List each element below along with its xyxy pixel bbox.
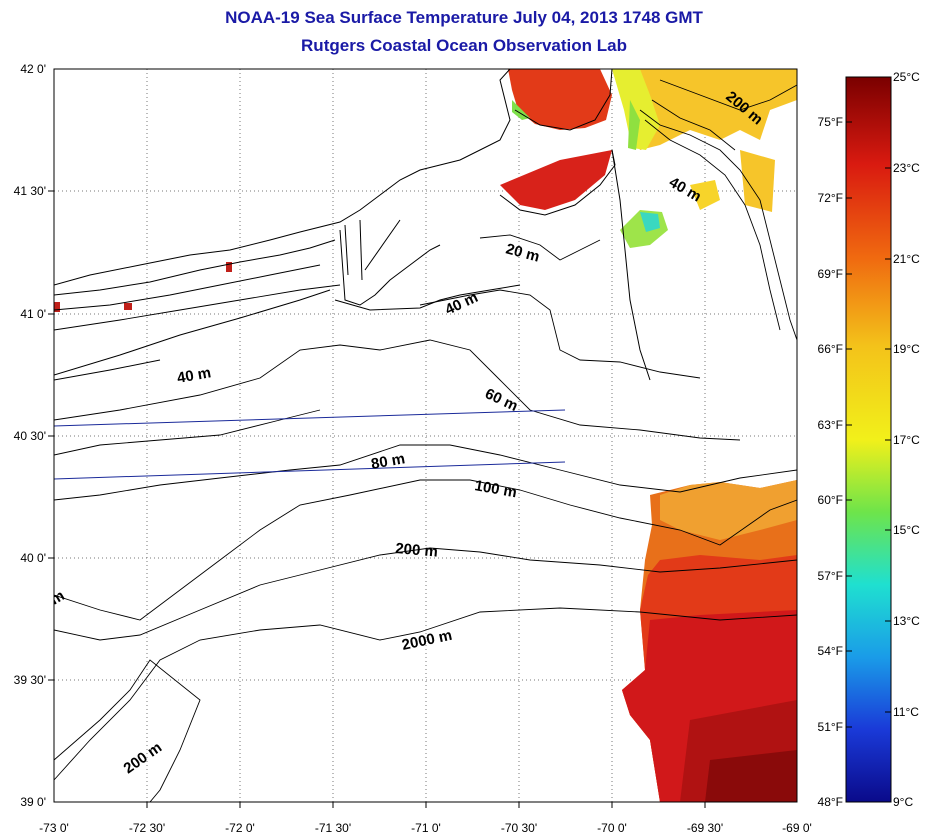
fahrenheit-label: 75°F <box>818 115 843 129</box>
map-subtitle: Rutgers Coastal Ocean Observation Lab <box>301 36 627 55</box>
celsius-label: 15°C <box>893 523 920 537</box>
sst-patch-gulf-of-maine <box>612 69 797 150</box>
lat-label: 41 30' <box>14 184 46 198</box>
celsius-label: 17°C <box>893 433 920 447</box>
celsius-label: 13°C <box>893 614 920 628</box>
map-title: NOAA-19 Sea Surface Temperature July 04,… <box>225 8 703 27</box>
lat-label: 40 0' <box>20 551 46 565</box>
lon-label: -71 0' <box>411 821 441 835</box>
fahrenheit-label: 51°F <box>818 720 843 734</box>
longitude-labels: -73 0' -72 30' -72 0' -71 30' -71 0' -70… <box>39 821 812 835</box>
sst-patches <box>54 69 797 802</box>
celsius-label: 21°C <box>893 252 920 266</box>
celsius-label: 9°C <box>893 795 913 809</box>
lon-label: -69 30' <box>687 821 723 835</box>
fahrenheit-label: 48°F <box>818 795 843 809</box>
lon-label: -73 0' <box>39 821 69 835</box>
fahrenheit-label: 57°F <box>818 569 843 583</box>
lat-label: 42 0' <box>20 62 46 76</box>
lon-label: -70 0' <box>597 821 627 835</box>
bathymetry-contours <box>54 79 797 802</box>
sst-patch-capecod-bay <box>508 69 612 130</box>
lon-label: -70 30' <box>501 821 537 835</box>
celsius-label: 25°C <box>893 70 920 84</box>
transect-lines <box>54 409 566 480</box>
fahrenheit-label: 60°F <box>818 493 843 507</box>
lon-label: -69 0' <box>782 821 812 835</box>
contour-label-200m-center: 200 m <box>395 540 439 561</box>
celsius-scale: 25°C 23°C 21°C 19°C 17°C 15°C 13°C 11°C … <box>885 70 920 809</box>
contour-label-80m: 80 m <box>370 450 407 473</box>
lat-label: 39 30' <box>14 673 46 687</box>
lon-label: -72 0' <box>225 821 255 835</box>
lon-label: -72 30' <box>129 821 165 835</box>
lat-label: 39 0' <box>20 795 46 809</box>
fahrenheit-label: 66°F <box>818 342 843 356</box>
colorbar <box>845 76 892 803</box>
fahrenheit-label: 69°F <box>818 267 843 281</box>
fahrenheit-label: 54°F <box>818 644 843 658</box>
celsius-label: 23°C <box>893 161 920 175</box>
lat-label: 40 30' <box>14 429 46 443</box>
coastlines <box>54 69 651 381</box>
lat-label: 41 0' <box>20 307 46 321</box>
axis-ticks <box>48 190 706 808</box>
contour-label-40m-west: 40 m <box>176 364 213 387</box>
fahrenheit-label: 63°F <box>818 418 843 432</box>
fahrenheit-label: 72°F <box>818 191 843 205</box>
sst-patch-nantucket-sound <box>500 150 612 210</box>
celsius-label: 11°C <box>893 705 919 719</box>
lon-label: -71 30' <box>315 821 351 835</box>
latitude-labels: 42 0' 41 30' 41 0' 40 30' 40 0' 39 30' 3… <box>14 62 46 809</box>
fahrenheit-scale: 75°F 72°F 69°F 66°F 63°F 60°F 57°F 54°F … <box>818 115 852 809</box>
celsius-label: 19°C <box>893 342 920 356</box>
